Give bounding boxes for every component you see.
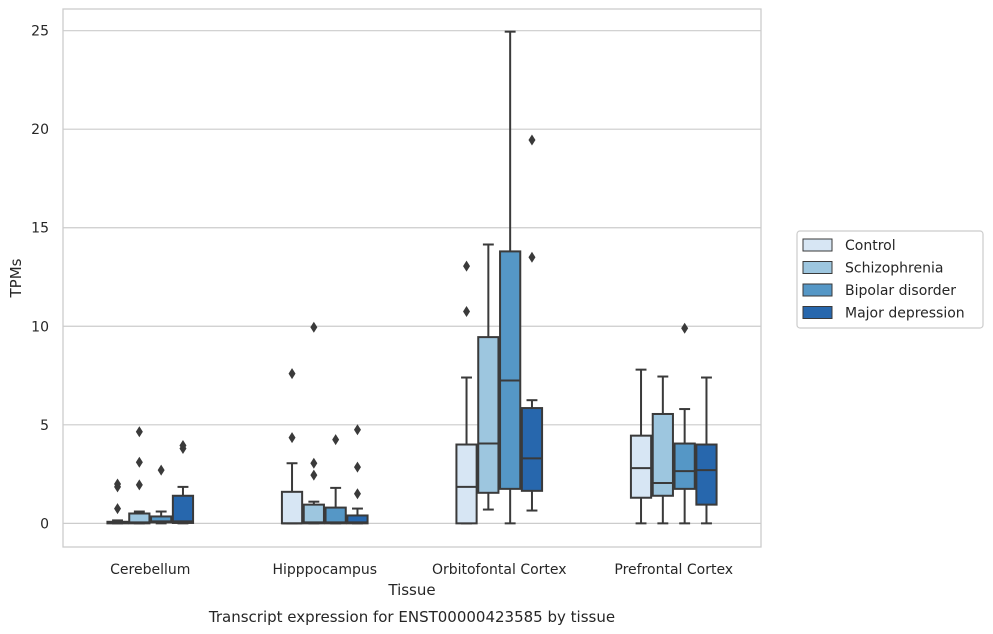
box-body [455,443,478,525]
outlier-point [353,461,361,473]
box-2-1 [477,243,500,511]
x-tick-labels: Cerebellum Hipppocampus Orbitofontal Corte… [110,562,733,578]
y-tick-label: 0 [40,516,49,532]
box-0-0 [106,478,129,525]
box-body [499,250,522,490]
legend-swatch [802,238,833,252]
box-body [520,407,544,492]
legend-label: Major depression [845,306,965,322]
outlier-point [135,479,143,491]
outlier-point [114,478,122,490]
outlier-point [157,464,165,476]
box-0-3 [171,440,195,525]
box-body [324,506,347,525]
chart-caption: Transcript expression for ENST0000042358… [208,608,615,626]
x-tick-label: Cerebellum [110,562,190,578]
x-tick-label: Hipppocampus [272,562,377,578]
y-tick-label: 20 [31,122,49,138]
outlier-point [310,321,318,333]
outlier-point [135,456,143,468]
legend: Control Schizophrenia Bipolar disorder Majo… [796,230,984,329]
box-3-2 [673,322,696,525]
box-body [477,336,500,494]
boxes-layer [106,30,718,525]
outlier-point [135,426,143,438]
box-1-3 [346,424,369,525]
legend-swatch [802,261,833,274]
outlier-point [310,457,318,469]
x-tick-label: Orbitofontal Cortex [432,562,567,578]
outlier-point [681,322,689,334]
box-1-2 [324,434,347,525]
y-tick-label: 15 [31,221,49,237]
box-2-2 [499,30,522,525]
outlier-point [310,469,318,481]
x-tick-label: Prefrontal Cortex [614,562,733,578]
y-tick-label: 5 [40,418,49,434]
box-2-3 [520,134,544,512]
outlier-point [463,306,471,318]
outlier-point [463,260,471,272]
y-tick-label: 10 [31,319,49,335]
box-body [302,503,325,525]
box-body [651,412,674,497]
outlier-point [288,368,296,380]
outlier-point [353,488,361,500]
box-1-1 [302,321,325,525]
box-3-3 [695,376,718,525]
y-tick-label: 25 [31,24,49,40]
outlier-point [179,440,187,452]
plot-area-frame [62,8,762,548]
box-body [673,442,696,490]
outlier-point [288,432,296,444]
y-axis-title: TPMs [7,258,25,298]
box-0-2 [150,464,173,525]
box-1-0 [280,368,304,525]
box-2-0 [455,260,478,525]
box-3-0 [629,368,653,525]
x-axis-title: Tissue [387,581,435,599]
outlier-point [353,424,361,436]
box-body [171,494,195,524]
outlier-point [114,503,122,515]
legend-label: Control [845,238,896,254]
box-body [695,443,718,506]
box-3-1 [651,375,674,525]
outlier-point [528,251,536,263]
box-body [629,434,653,499]
outlier-point [528,134,536,146]
outlier-point [332,434,340,446]
box-0-1 [128,426,151,525]
y-tick-labels: 0 5 10 15 20 25 [31,24,49,533]
legend-swatch [802,283,833,297]
legend-swatch [802,306,833,319]
legend-frame [796,230,984,329]
box-body [280,490,304,525]
legend-label: Bipolar disorder [845,283,956,299]
legend-label: Schizophrenia [845,261,943,277]
